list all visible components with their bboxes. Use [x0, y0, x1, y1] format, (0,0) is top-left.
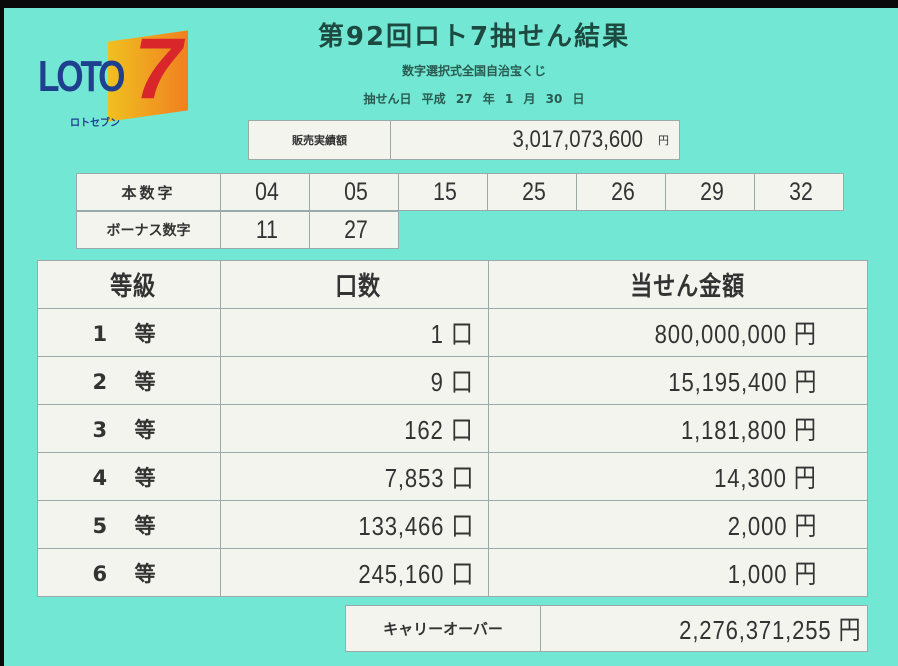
subtitle: 数字選択式全国自治宝くじ: [401, 64, 546, 78]
prize-amount: 1,181,800 円: [488, 404, 868, 453]
lottery-results-screen: LOTO 7 ロトセブン 第92回ロト7抽せん結果 数字選択式全国自治宝くじ 抽…: [4, 8, 898, 666]
main-number: 25: [487, 173, 577, 211]
prize-grade: 4 等: [37, 452, 221, 501]
prize-count: 133,466 口: [220, 500, 489, 549]
main-number: 32: [754, 173, 844, 211]
main-number: 29: [665, 173, 755, 211]
prize-count-text: 7,853 口: [384, 463, 474, 493]
prize-amount: 14,300 円: [488, 452, 868, 501]
prize-amount-text: 800,000,000 円: [654, 319, 817, 349]
prize-count: 7,853 口: [220, 452, 489, 501]
sales-value-cell: 3,017,073,600 円: [390, 120, 680, 160]
prize-amount: 2,000 円: [488, 500, 868, 549]
main-number-text: 05: [344, 177, 368, 206]
prize-grade-text: 3 等: [92, 417, 166, 442]
logo-kana: ロトセブン: [70, 118, 120, 129]
draw-date: 抽せん日 平成 27 年 1 月 30 日: [363, 92, 585, 106]
main-number: 04: [220, 173, 310, 211]
bonus-number: 11: [220, 211, 310, 249]
prize-header-text: 当せん金額: [630, 271, 746, 301]
main-number: 05: [309, 173, 399, 211]
prize-header: 口数: [220, 260, 489, 309]
prize-amount-text: 1,181,800 円: [681, 415, 817, 445]
prize-count-text: 133,466 口: [358, 511, 474, 541]
prize-amount-text: 2,000 円: [727, 511, 817, 541]
prize-grade-text: 5 等: [92, 513, 166, 538]
sales-label: 販売実績額: [248, 120, 391, 160]
main-number: 15: [398, 173, 488, 211]
carryover-label: キャリーオーバー: [345, 605, 541, 652]
prize-amount-text: 15,195,400 円: [667, 367, 817, 397]
main-number-text: 25: [522, 177, 546, 206]
sales-unit: 円: [658, 134, 669, 147]
prize-count: 1 口: [220, 308, 489, 357]
main-number-text: 04: [255, 177, 279, 206]
prize-count-text: 9 口: [430, 367, 474, 397]
bonus-number-text: 27: [344, 215, 368, 244]
bonus-numbers-label: ボーナス数字: [76, 211, 221, 249]
prize-amount: 800,000,000 円: [488, 308, 868, 357]
prize-grade-text: 4 等: [92, 465, 166, 490]
sales-value: 3,017,073,600: [512, 126, 643, 153]
prize-count-text: 245,160 口: [358, 559, 474, 589]
prize-grade: 6 等: [37, 548, 221, 597]
prize-amount: 1,000 円: [488, 548, 868, 597]
main-number-text: 32: [789, 177, 813, 206]
prize-amount: 15,195,400 円: [488, 356, 868, 405]
bonus-number-text: 11: [255, 215, 278, 244]
prize-grade: 3 等: [37, 404, 221, 453]
page-title: 第92回ロト7抽せん結果: [317, 22, 631, 52]
prize-grade: 1 等: [37, 308, 221, 357]
prize-header-text: 口数: [335, 271, 382, 301]
main-number-text: 15: [433, 177, 457, 206]
carryover-value: 2,276,371,255 円: [678, 615, 861, 645]
prize-amount-text: 1,000 円: [727, 559, 817, 589]
prize-grade: 2 等: [37, 356, 221, 405]
prize-grade-text: 1 等: [92, 321, 166, 346]
prize-amount-text: 14,300 円: [714, 463, 817, 493]
prize-grade-text: 6 等: [92, 561, 166, 586]
prize-header-text: 等級: [110, 271, 156, 301]
main-number: 26: [576, 173, 666, 211]
prize-header: 当せん金額: [488, 260, 868, 309]
prize-grade-text: 2 等: [92, 369, 166, 394]
logo-text: LOTO: [38, 52, 126, 101]
prize-count: 245,160 口: [220, 548, 489, 597]
carryover-value-cell: 2,276,371,255 円: [540, 605, 868, 652]
loto7-logo: LOTO 7 ロトセブン: [38, 21, 198, 132]
prize-count-text: 1 口: [430, 319, 474, 349]
bonus-number: 27: [309, 211, 399, 249]
logo-seven: 7: [134, 21, 182, 117]
main-number-text: 29: [700, 177, 724, 206]
prize-count: 162 口: [220, 404, 489, 453]
prize-grade: 5 等: [37, 500, 221, 549]
prize-header: 等級: [37, 260, 221, 309]
prize-count-text: 162 口: [404, 415, 474, 445]
prize-count: 9 口: [220, 356, 489, 405]
main-numbers-label: 本数字: [76, 173, 221, 211]
main-number-text: 26: [611, 177, 635, 206]
